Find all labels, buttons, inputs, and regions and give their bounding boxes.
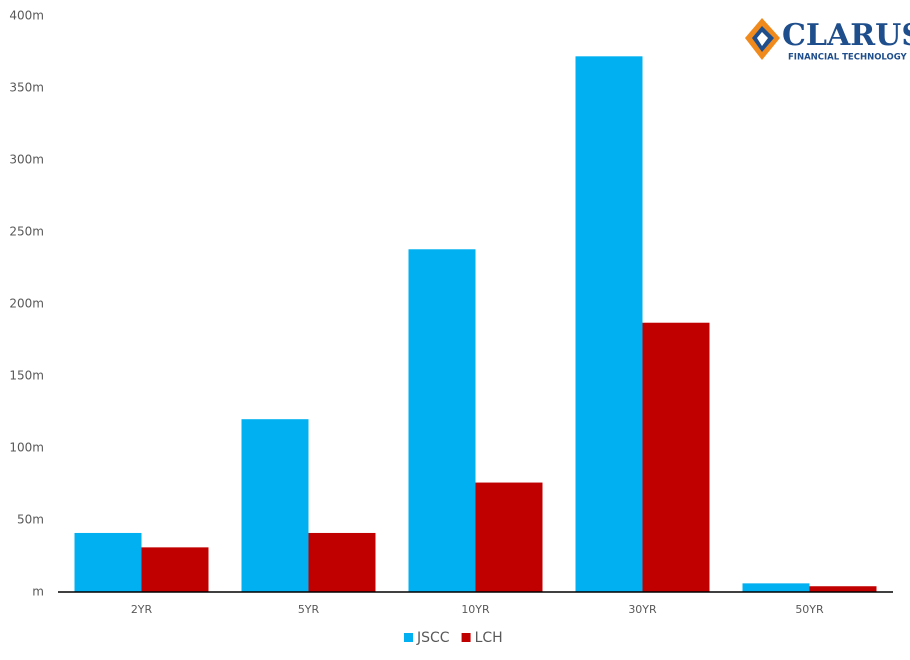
logo-name: CLARUS: [782, 18, 910, 53]
legend-swatch: [404, 633, 413, 642]
y-tick-label: 300m: [9, 153, 44, 167]
x-tick-label: 30YR: [628, 603, 657, 616]
y-tick-label: 150m: [9, 369, 44, 383]
y-tick-label: 100m: [9, 441, 44, 455]
bar: [308, 532, 376, 592]
bar: [74, 532, 142, 592]
x-tick-label: 50YR: [795, 603, 824, 616]
logo-mark-core: [757, 32, 768, 46]
bar: [408, 249, 476, 592]
bar: [809, 586, 877, 592]
legend-label: JSCC: [416, 630, 450, 646]
bar: [141, 547, 209, 592]
x-tick-label: 2YR: [131, 603, 153, 616]
x-tick-label: 5YR: [298, 603, 320, 616]
bar: [241, 419, 309, 592]
legend-swatch: [461, 633, 471, 642]
x-tick-label: 10YR: [461, 603, 490, 616]
legend-label: LCH: [475, 630, 503, 646]
y-tick-label: 50m: [17, 513, 44, 527]
logo: CLARUS FINANCIAL TECHNOLOGY: [745, 18, 910, 63]
y-tick-label: 400m: [9, 9, 44, 23]
logo-tagline: FINANCIAL TECHNOLOGY: [788, 53, 908, 63]
bar: [742, 583, 810, 592]
y-tick-label: 200m: [9, 297, 44, 311]
bar: [475, 482, 543, 592]
y-tick-label: 350m: [9, 81, 44, 95]
bar: [575, 56, 643, 592]
y-tick-label: m: [32, 585, 44, 599]
y-tick-label: 250m: [9, 225, 44, 239]
bar: [642, 322, 710, 592]
